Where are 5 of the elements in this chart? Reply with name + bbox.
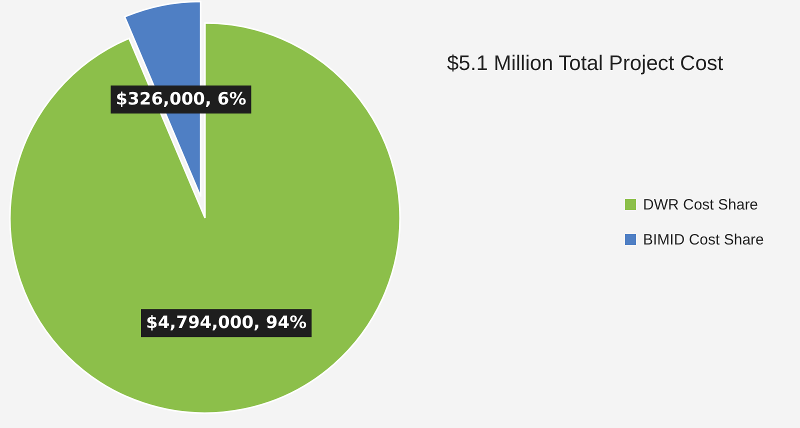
legend-label: DWR Cost Share: [643, 196, 758, 214]
data-label: $4,794,000, 94%: [146, 313, 307, 334]
data-label: $326,000, 6%: [116, 90, 246, 110]
text: $5.1 Million Total Project Cost: [447, 52, 724, 75]
legend-label: BIMID Cost Share: [643, 232, 764, 248]
